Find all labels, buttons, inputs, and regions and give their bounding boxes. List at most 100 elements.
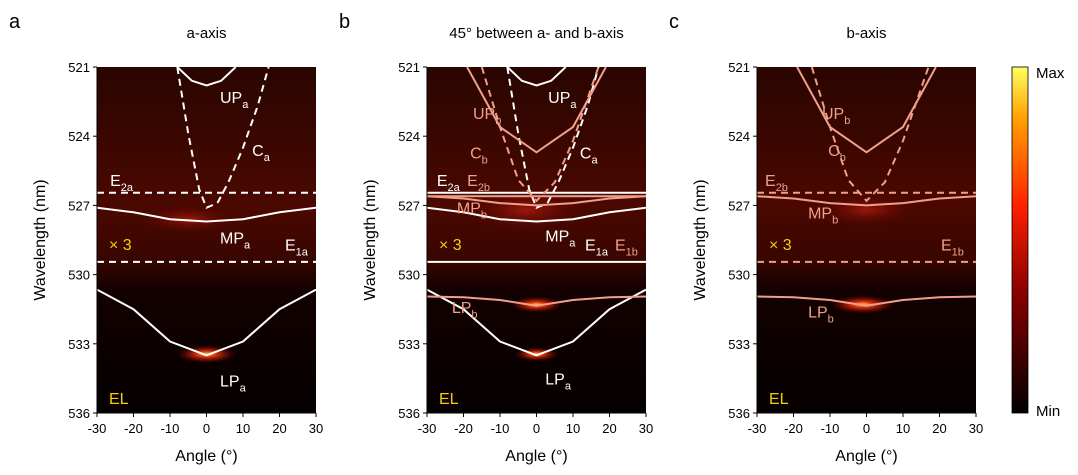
multiplier-label: × 3 xyxy=(109,237,132,254)
x-axis-label: Angle (°) xyxy=(505,448,567,465)
label-subscript: b xyxy=(828,314,834,326)
y-tick-label: 533 xyxy=(728,337,750,352)
panel-title: a-axis xyxy=(186,25,226,42)
label-subscript: 1a xyxy=(596,247,609,259)
label-text: LP xyxy=(220,374,240,391)
curve-label: UPb xyxy=(822,106,850,127)
panel-label: a xyxy=(9,11,21,33)
curve xyxy=(810,67,930,203)
curve xyxy=(480,67,600,203)
colorbar xyxy=(1011,66,1029,414)
label-subscript: b xyxy=(844,115,850,127)
label-text: UP xyxy=(548,90,570,107)
panel-title: 45° between a- and b-axis xyxy=(449,25,623,42)
label-text: C xyxy=(470,145,482,162)
label-subscript: a xyxy=(569,237,576,249)
y-tick-label: 524 xyxy=(398,129,420,144)
emission-glow xyxy=(510,296,563,313)
curve xyxy=(427,206,646,223)
label-subscript: a xyxy=(240,383,247,395)
y-tick-label: 527 xyxy=(68,198,90,213)
label-subscript: a xyxy=(244,240,251,252)
x-tick-label: 10 xyxy=(896,421,910,436)
curve-label: Ca xyxy=(580,145,599,166)
colorbar-max: Max xyxy=(1036,65,1065,82)
x-tick-label: -10 xyxy=(161,421,180,436)
x-tick-label: -20 xyxy=(784,421,803,436)
label-subscript: a xyxy=(591,154,598,166)
curve-label: LPb xyxy=(808,305,834,326)
curve xyxy=(506,67,600,210)
label-subscript: 2a xyxy=(448,182,461,194)
label-text: UP xyxy=(822,106,844,123)
curve-label: Ca xyxy=(252,143,271,164)
curve-label: E2b xyxy=(765,173,788,194)
label-subscript: 2b xyxy=(776,182,788,194)
y-tick-label: 530 xyxy=(398,268,420,283)
label-subscript: 1a xyxy=(296,247,309,259)
label-text: MP xyxy=(457,201,481,218)
curve-label: Cb xyxy=(828,143,846,164)
curve-label: MPb xyxy=(457,201,487,222)
label-subscript: 2b xyxy=(478,182,490,194)
curve-label: LPa xyxy=(220,374,247,395)
panel-label: b xyxy=(339,11,350,33)
y-tick-label: 521 xyxy=(68,60,90,75)
multiplier-label: × 3 xyxy=(439,237,462,254)
label-text: E xyxy=(585,238,596,255)
label-text: LP xyxy=(545,371,565,388)
curve xyxy=(757,195,976,207)
y-tick-label: 527 xyxy=(728,198,750,213)
label-subscript: b xyxy=(495,115,501,127)
y-tick-label: 521 xyxy=(728,60,750,75)
curve-label: UPa xyxy=(220,90,249,111)
y-tick-label: 530 xyxy=(68,268,90,283)
x-tick-label: -30 xyxy=(748,421,767,436)
curve xyxy=(427,195,646,207)
curve-label: UPb xyxy=(473,106,501,127)
label-text: E xyxy=(941,238,952,255)
multiplier-label: × 3 xyxy=(769,237,792,254)
label-subscript: a xyxy=(242,99,249,111)
curve-label: E1a xyxy=(585,238,609,259)
x-axis-label: Angle (°) xyxy=(175,448,237,465)
y-tick-label: 533 xyxy=(68,337,90,352)
y-tick-label: 524 xyxy=(728,129,750,144)
y-tick-label: 527 xyxy=(398,198,420,213)
label-subscript: b xyxy=(481,210,487,222)
emission-glow xyxy=(138,205,239,234)
label-subscript: a xyxy=(264,152,271,164)
label-text: UP xyxy=(220,90,242,107)
y-tick-label: 524 xyxy=(68,129,90,144)
label-subscript: b xyxy=(482,154,488,166)
label-text: UP xyxy=(473,106,495,123)
curve xyxy=(97,288,316,357)
x-tick-label: 30 xyxy=(309,421,323,436)
curve-label: E1b xyxy=(941,238,964,259)
label-subscript: b xyxy=(471,309,477,321)
label-text: MP xyxy=(545,228,569,245)
label-text: E xyxy=(285,238,296,255)
label-text: C xyxy=(580,145,592,162)
y-tick-label: 536 xyxy=(68,406,90,421)
x-tick-label: -30 xyxy=(418,421,437,436)
x-axis-label: Angle (°) xyxy=(835,448,897,465)
colorbar-min: Min xyxy=(1036,403,1060,420)
curve-label: E2a xyxy=(110,173,134,194)
x-tick-label: -30 xyxy=(88,421,107,436)
y-axis-label: Wavelength (nm) xyxy=(32,179,49,300)
label-text: E xyxy=(110,173,121,190)
y-axis-label: Wavelength (nm) xyxy=(362,179,379,300)
y-tick-label: 536 xyxy=(398,406,420,421)
label-subscript: b xyxy=(840,152,846,164)
x-tick-label: 30 xyxy=(639,421,653,436)
x-tick-label: 0 xyxy=(863,421,870,436)
curve xyxy=(176,67,270,210)
label-text: E xyxy=(615,238,626,255)
x-tick-label: 20 xyxy=(932,421,946,436)
x-tick-label: 10 xyxy=(566,421,580,436)
plot-area xyxy=(427,67,646,413)
curve-label: UPa xyxy=(548,90,577,111)
curve-label: MPb xyxy=(808,205,838,226)
plot-area xyxy=(97,67,316,413)
